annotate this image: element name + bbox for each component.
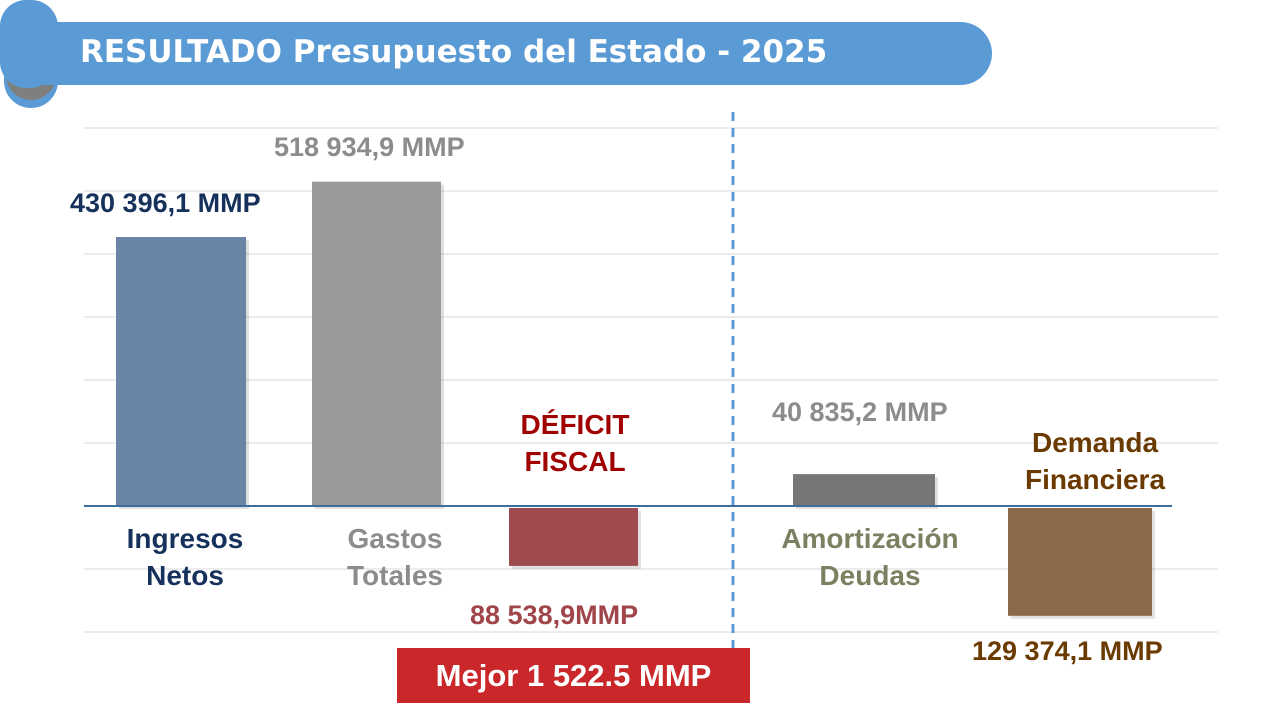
category-label-amortizacion: Amortización Deudas — [781, 523, 959, 591]
page-title: RESULTADO Presupuesto del Estado - 2025 — [80, 34, 828, 70]
bar-4 — [1008, 508, 1152, 616]
bar-0 — [116, 237, 246, 506]
bar-2 — [509, 508, 638, 566]
category-label-ingresos: Ingresos Netos — [126, 523, 244, 591]
bar-3 — [793, 474, 935, 506]
value-label-deficit: 88 538,9MMP — [470, 600, 639, 630]
title-banner — [40, 22, 992, 85]
value-label-amortizacion: 40 835,2 MMP — [772, 397, 948, 427]
value-label-gastos: 518 934,9 MMP — [274, 132, 465, 162]
category-label-demanda: Demanda Financiera — [1024, 427, 1166, 495]
value-label-demanda: 129 374,1 MMP — [972, 636, 1163, 666]
category-label-gastos: Gastos Totales — [347, 523, 443, 591]
value-label-ingresos: 430 396,1 MMP — [70, 188, 261, 218]
category-label-deficit: DÉFICIT FISCAL — [520, 409, 630, 477]
bar-1 — [312, 181, 441, 506]
improvement-badge: Mejor 1 522.5 MMP — [397, 648, 750, 703]
